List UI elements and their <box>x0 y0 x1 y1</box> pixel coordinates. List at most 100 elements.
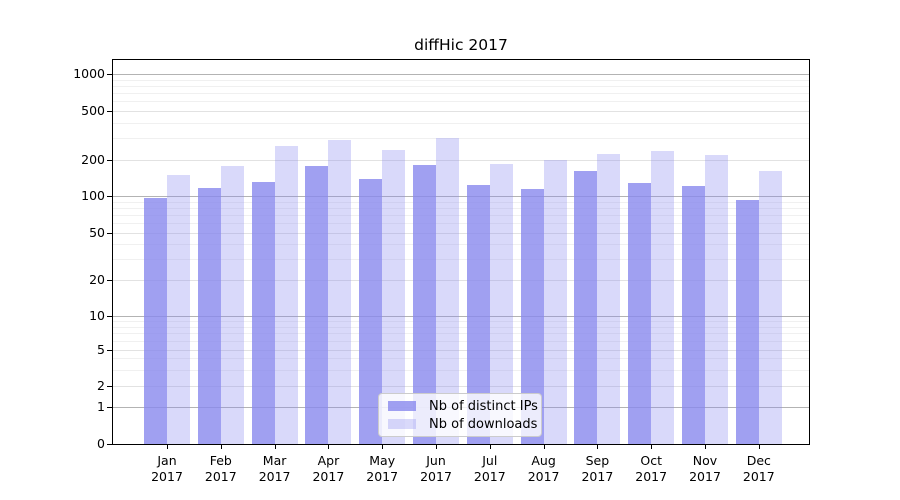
bar-distinct-ips <box>735 199 759 444</box>
x-tick-label: Sep 2017 <box>581 453 614 484</box>
y-tick-label: 10 <box>89 307 105 323</box>
decade-gridline <box>113 315 809 317</box>
x-tick-label: Jun 2017 <box>420 453 452 484</box>
x-tick-mark <box>382 445 384 449</box>
x-tick-mark <box>220 445 222 449</box>
bar-downloads <box>274 146 298 444</box>
x-tick-mark <box>543 445 545 449</box>
y-tick-label: 0 <box>97 436 105 451</box>
x-tick-mark <box>705 445 706 449</box>
major-gridline <box>113 349 809 351</box>
x-tick-label: Oct 2017 <box>635 453 668 484</box>
minor-gridline <box>113 340 809 342</box>
y-tick-label: 1 <box>97 398 105 414</box>
legend-label-downloads: Nb of downloads <box>429 416 538 432</box>
bar-distinct-ips <box>197 187 221 444</box>
y-tick-mark <box>107 385 112 387</box>
y-tick-mark <box>107 349 112 351</box>
bar-distinct-ips <box>413 165 436 444</box>
major-gridline <box>113 280 809 282</box>
bar-downloads <box>705 154 728 444</box>
major-gridline <box>113 232 809 234</box>
x-tick-mark <box>489 445 491 449</box>
minor-gridline <box>113 208 809 210</box>
y-tick-label: 5 <box>97 341 105 357</box>
bar-distinct-ips <box>628 182 652 444</box>
bar-downloads <box>436 137 459 444</box>
y-tick-label: 2 <box>97 377 105 393</box>
x-tick-mark <box>758 445 760 449</box>
x-tick-label: Apr 2017 <box>312 453 345 484</box>
minor-gridline <box>113 138 809 140</box>
chart-title: diffHic 2017 <box>414 36 508 54</box>
legend-item-downloads: Nb of downloads <box>388 417 537 432</box>
minor-gridline <box>113 215 809 217</box>
bar-downloads <box>328 140 352 444</box>
decade-gridline <box>113 196 809 198</box>
bar-distinct-ips <box>359 178 383 444</box>
plot-area <box>112 59 810 445</box>
legend-label-distinct-ips: Nb of distinct IPs <box>429 398 538 414</box>
legend-swatch-distinct-ips-icon <box>388 401 416 411</box>
x-tick-label: Feb 2017 <box>204 453 237 484</box>
x-tick-mark <box>274 445 276 449</box>
minor-gridline <box>113 86 809 87</box>
x-tick-label: Nov 2017 <box>689 453 721 484</box>
bar-distinct-ips <box>520 188 544 444</box>
minor-gridline <box>113 326 809 328</box>
minor-gridline <box>113 223 809 225</box>
bar-downloads <box>167 175 190 444</box>
bar-downloads <box>382 149 406 444</box>
y-tick-mark <box>107 232 112 234</box>
x-tick-mark <box>597 445 599 449</box>
x-tick-mark <box>436 445 437 449</box>
bar-distinct-ips <box>574 171 598 444</box>
bar-distinct-ips <box>305 165 329 444</box>
minor-gridline <box>113 101 809 103</box>
legend-item-distinct-ips: Nb of distinct IPs <box>388 399 538 414</box>
y-tick-mark <box>107 74 112 76</box>
minor-gridline <box>113 259 809 261</box>
x-tick-label: Mar 2017 <box>258 453 291 484</box>
y-tick-mark <box>107 406 112 408</box>
minor-gridline <box>113 333 809 335</box>
y-tick-label: 1000 <box>73 66 105 82</box>
bar-downloads <box>758 171 782 444</box>
y-tick-label: 500 <box>81 102 105 118</box>
x-tick-label: May 2017 <box>366 453 399 484</box>
y-tick-mark <box>107 280 112 282</box>
bar-downloads <box>543 159 567 444</box>
y-tick-label: 50 <box>89 224 105 240</box>
legend-swatch-downloads-icon <box>388 419 416 429</box>
x-tick-mark <box>651 445 653 449</box>
bar-downloads <box>489 163 513 444</box>
minor-gridline <box>113 93 809 95</box>
minor-gridline <box>113 321 809 322</box>
minor-gridline <box>113 358 809 360</box>
x-tick-label: Aug 2017 <box>527 453 560 484</box>
minor-gridline <box>113 369 809 371</box>
bar-downloads <box>651 150 675 444</box>
bar-distinct-ips <box>466 185 490 444</box>
bar-distinct-ips <box>251 182 275 444</box>
minor-gridline <box>113 201 809 203</box>
legend: Nb of distinct IPs Nb of downloads <box>378 393 542 437</box>
y-tick-mark <box>107 110 112 112</box>
y-tick-mark <box>107 315 112 317</box>
y-tick-label: 20 <box>89 272 105 288</box>
y-tick-mark <box>107 444 112 445</box>
minor-gridline <box>113 244 809 246</box>
decade-gridline <box>113 74 809 76</box>
bar-distinct-ips <box>682 186 705 444</box>
major-gridline <box>113 385 809 387</box>
major-gridline <box>113 110 809 112</box>
y-tick-label: 200 <box>81 151 105 167</box>
minor-gridline <box>113 79 809 81</box>
x-tick-mark <box>328 445 330 449</box>
major-gridline <box>113 159 809 161</box>
bar-distinct-ips <box>144 198 167 444</box>
minor-gridline <box>113 122 809 124</box>
y-tick-mark <box>107 159 112 161</box>
x-tick-mark <box>167 445 168 449</box>
